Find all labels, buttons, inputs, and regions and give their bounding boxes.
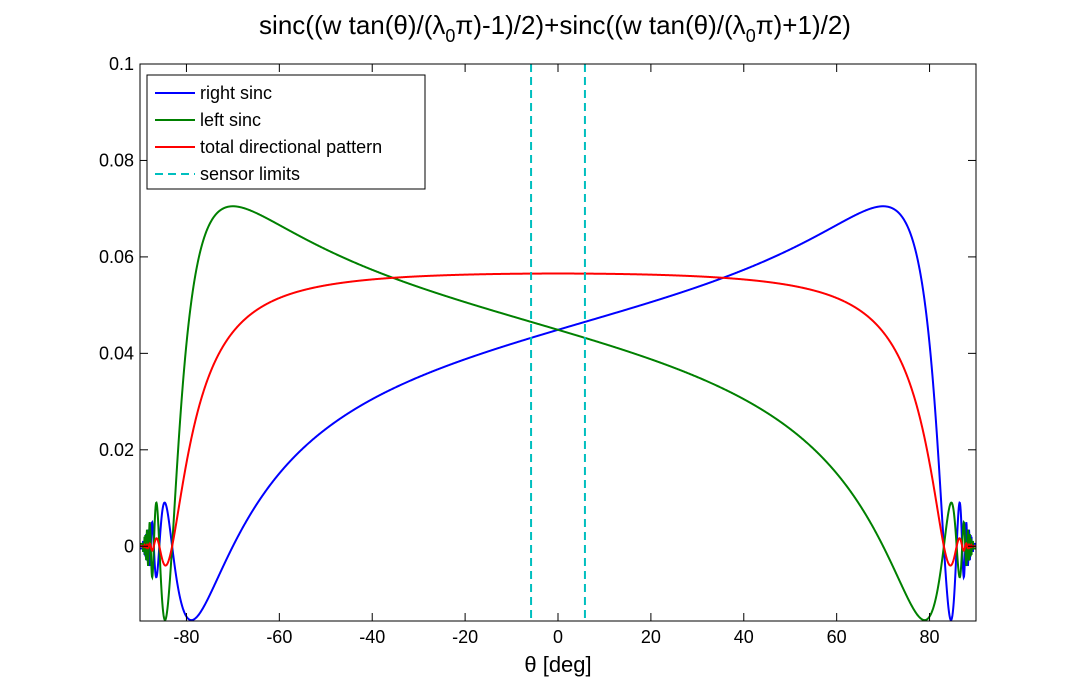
y-tick-label: 0.04 xyxy=(99,343,134,363)
y-tick-label: 0 xyxy=(124,536,134,556)
title-sub-2: 0 xyxy=(746,26,756,46)
y-tick-label: 0.06 xyxy=(99,247,134,267)
title-sub-1: 0 xyxy=(445,26,455,46)
series-layer xyxy=(140,64,976,621)
title-part-2: π)-1)/2)+sinc((w tan(θ)/(λ xyxy=(455,10,745,40)
series-line-total xyxy=(140,272,976,567)
y-tick-label: 0.02 xyxy=(99,440,134,460)
x-tick-label: -80 xyxy=(173,627,199,647)
legend-label-right-sinc: right sinc xyxy=(200,83,272,103)
x-tick-label: -40 xyxy=(359,627,385,647)
ticks-layer: -80 -60 -40 -20 0 20 40 60 80 0 0.02 0.04 0.06 0.08 0.… xyxy=(99,54,976,647)
x-tick-label: 40 xyxy=(734,627,754,647)
series-line-left xyxy=(140,205,976,621)
series-line-right xyxy=(140,205,976,621)
x-tick-label: 20 xyxy=(641,627,661,647)
x-tick-label: 0 xyxy=(553,627,563,647)
x-axis-label: θ [deg] xyxy=(524,652,591,677)
title-part-3: π)+1)/2) xyxy=(756,10,851,40)
x-tick-label: 60 xyxy=(827,627,847,647)
x-tick-label: -60 xyxy=(266,627,292,647)
legend-label-left-sinc: left sinc xyxy=(200,110,261,130)
x-tick-label: -20 xyxy=(452,627,478,647)
y-tick-label: 0.08 xyxy=(99,150,134,170)
y-tick-label: 0.1 xyxy=(109,54,134,74)
legend-label-sensor-limits: sensor limits xyxy=(200,164,300,184)
chart-title: sinc((w tan(θ)/(λ0π)-1)/2)+sinc((w tan(θ… xyxy=(259,10,851,46)
x-tick-label: 80 xyxy=(920,627,940,647)
legend: right sinc left sinc total directional p… xyxy=(146,74,426,190)
title-part-1: sinc((w tan(θ)/(λ xyxy=(259,10,445,40)
legend-label-total-pattern: total directional pattern xyxy=(200,137,382,157)
